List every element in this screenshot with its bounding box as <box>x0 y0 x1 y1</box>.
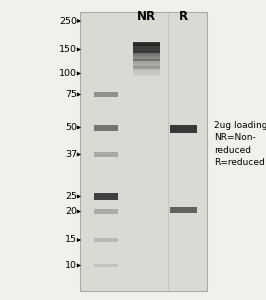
Bar <box>133 75 160 76</box>
Bar <box>133 44 160 46</box>
Bar <box>133 70 160 71</box>
Bar <box>133 58 160 60</box>
Bar <box>133 49 160 50</box>
Text: NR: NR <box>137 11 156 23</box>
Text: 10: 10 <box>65 261 77 270</box>
Bar <box>133 73 160 74</box>
Bar <box>133 55 160 56</box>
Bar <box>133 43 160 44</box>
Text: 25: 25 <box>65 192 77 201</box>
Text: 150: 150 <box>59 45 77 54</box>
Bar <box>133 42 160 43</box>
Text: 20: 20 <box>65 207 77 216</box>
Bar <box>94 193 118 200</box>
Bar <box>133 58 160 59</box>
Bar <box>133 51 160 52</box>
Bar <box>133 56 160 57</box>
Bar <box>94 124 118 130</box>
Text: 37: 37 <box>65 150 77 159</box>
Bar <box>94 152 118 157</box>
Bar <box>133 68 160 69</box>
Bar <box>80 12 207 291</box>
Text: 50: 50 <box>65 123 77 132</box>
Bar <box>133 48 160 49</box>
Bar <box>94 264 118 267</box>
Bar <box>170 125 197 133</box>
Bar <box>133 67 160 68</box>
Bar <box>133 50 160 51</box>
Bar <box>170 207 197 213</box>
Bar <box>94 92 118 97</box>
Bar <box>133 47 160 48</box>
Bar <box>133 61 160 62</box>
Bar <box>133 65 160 66</box>
Bar <box>133 76 160 77</box>
Text: 75: 75 <box>65 90 77 99</box>
Bar <box>133 57 160 58</box>
Bar <box>133 69 160 70</box>
Bar <box>133 74 160 75</box>
Bar <box>133 54 160 55</box>
Bar <box>94 209 118 214</box>
Bar <box>133 60 160 62</box>
Bar <box>133 64 160 65</box>
Bar <box>133 45 160 46</box>
Bar <box>133 71 160 72</box>
Bar <box>133 62 160 63</box>
Bar <box>133 59 160 61</box>
Bar <box>133 72 160 73</box>
Text: 100: 100 <box>59 69 77 78</box>
Text: 15: 15 <box>65 236 77 244</box>
Text: R: R <box>179 11 188 23</box>
Bar <box>133 53 160 54</box>
Bar <box>94 238 118 242</box>
Text: 2ug loading
NR=Non-
reduced
R=reduced: 2ug loading NR=Non- reduced R=reduced <box>214 121 266 167</box>
Text: 250: 250 <box>59 16 77 26</box>
Bar <box>133 63 160 64</box>
Bar <box>133 74 160 76</box>
Bar <box>133 50 160 52</box>
Bar <box>133 46 160 47</box>
Bar <box>133 66 160 67</box>
Bar <box>133 44 160 45</box>
Bar <box>133 52 160 53</box>
